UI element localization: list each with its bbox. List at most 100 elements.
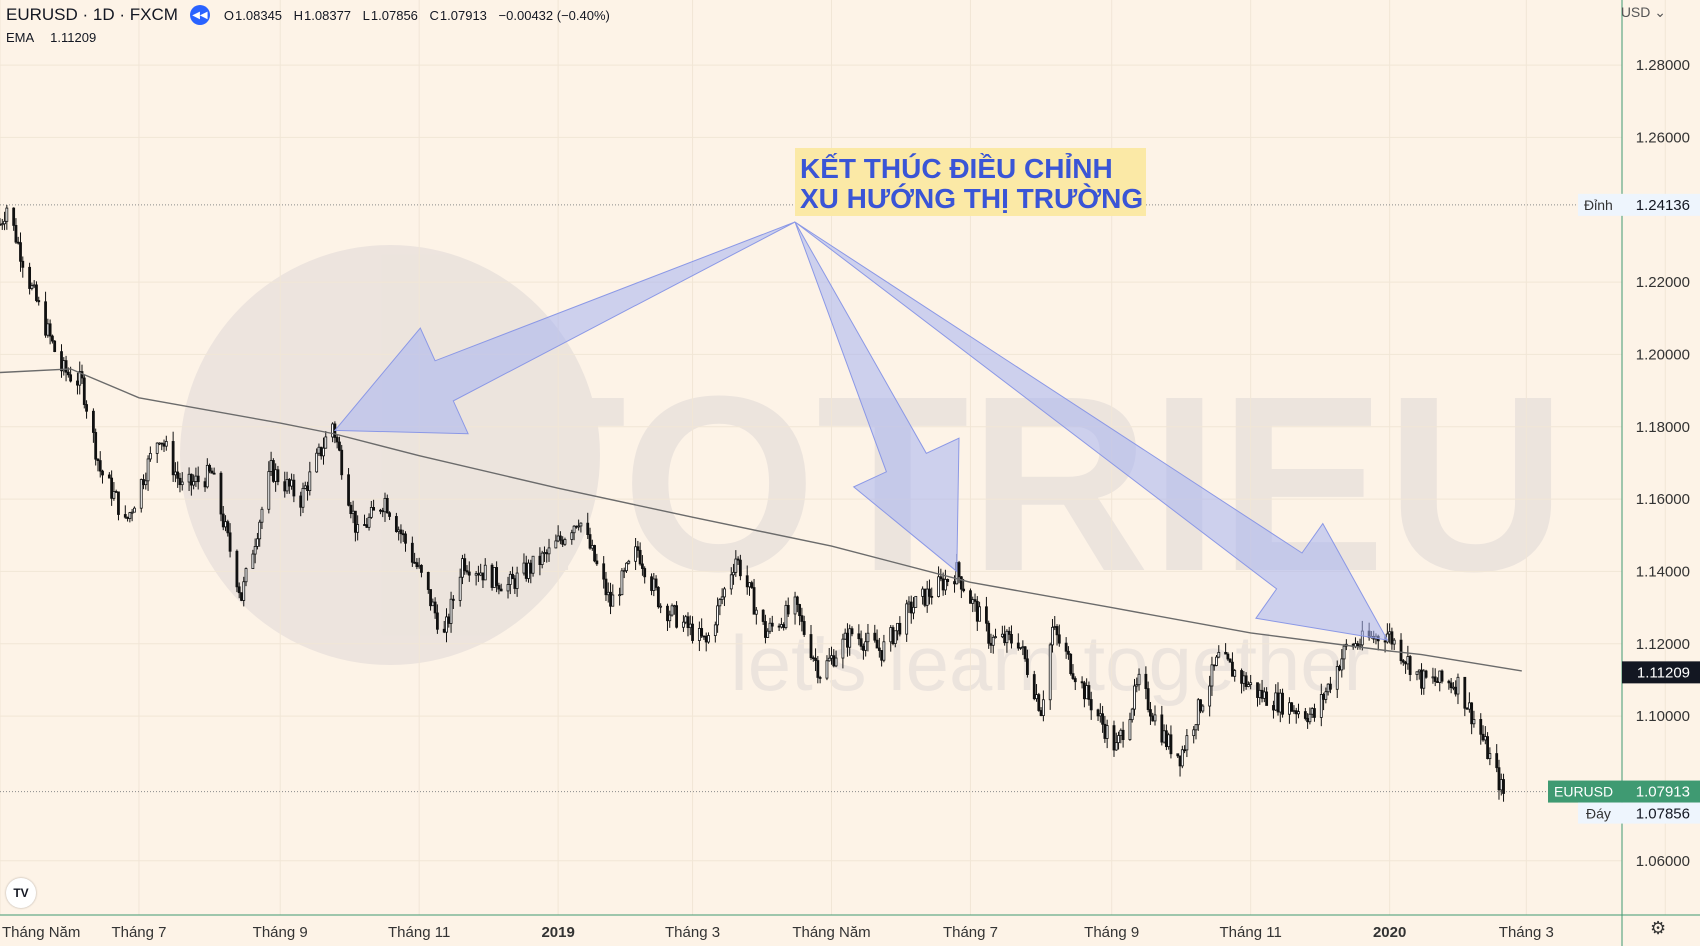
- candle-body: [483, 564, 487, 581]
- candle-body: [271, 460, 275, 482]
- candle-body: [989, 642, 993, 646]
- time-tick-label: 2019: [541, 924, 574, 941]
- candle-body: [1240, 670, 1243, 684]
- candle-body: [506, 584, 510, 592]
- candle-body: [1390, 631, 1394, 645]
- candle-body: [524, 562, 528, 579]
- candle-body: [1039, 710, 1043, 716]
- candle-body: [1340, 658, 1344, 671]
- time-tick-label: Tháng 3: [1499, 924, 1554, 941]
- candle-body: [688, 623, 692, 629]
- candle-body: [492, 567, 496, 588]
- candle-body: [98, 460, 102, 472]
- candle-body: [912, 606, 915, 614]
- candle-body: [973, 599, 977, 602]
- candle-body: [556, 535, 560, 542]
- candle-body: [283, 481, 287, 492]
- candle-body: [1162, 730, 1166, 743]
- candle-body: [351, 510, 355, 515]
- ema-legend[interactable]: EMA 1.11209: [6, 30, 112, 45]
- currency-selector[interactable]: USD ⌄: [1621, 4, 1666, 21]
- candle-body: [146, 458, 150, 482]
- candle-body: [590, 545, 594, 549]
- candle-body: [476, 573, 480, 576]
- candle-body: [1499, 779, 1503, 791]
- close-label: C: [429, 7, 439, 23]
- candle-body: [319, 446, 323, 457]
- candle-body: [1212, 664, 1216, 667]
- symbol-label[interactable]: EURUSD · 1D · FXCM: [6, 5, 178, 24]
- candle-body: [975, 600, 979, 622]
- candle-body: [732, 571, 735, 576]
- candle-body: [593, 545, 596, 562]
- candle-body: [130, 511, 134, 514]
- candle-body: [843, 632, 847, 640]
- candle-body: [622, 570, 626, 573]
- candle-body: [1358, 644, 1362, 647]
- candle-body: [991, 636, 995, 646]
- candle-body: [786, 604, 790, 615]
- candle-body: [531, 555, 535, 574]
- candle-body: [1144, 673, 1148, 689]
- candle-body: [691, 623, 694, 641]
- candle-body: [527, 562, 530, 579]
- candle-body: [1016, 642, 1020, 649]
- low-level-value: 1.07856: [1636, 806, 1690, 823]
- candle-body: [367, 516, 371, 528]
- candle-body: [1404, 661, 1407, 665]
- candle-body: [620, 570, 624, 596]
- candle-body: [467, 571, 471, 576]
- candle-body: [827, 657, 831, 662]
- candle-body: [909, 601, 913, 614]
- candle-body: [577, 525, 581, 528]
- candle-body: [574, 525, 578, 528]
- candle-body: [1080, 681, 1084, 684]
- candle-body: [941, 578, 945, 591]
- candle-body: [160, 442, 164, 445]
- candle-body: [385, 497, 389, 514]
- candle-body: [606, 591, 610, 596]
- candle-body: [1287, 702, 1291, 715]
- candle-body: [723, 588, 726, 598]
- candle-body: [1007, 630, 1011, 635]
- candle-body: [338, 441, 341, 451]
- tradingview-logo-icon[interactable]: TV: [6, 878, 36, 908]
- candle-body: [1003, 633, 1007, 644]
- candle-body: [543, 552, 546, 554]
- replay-icon[interactable]: ◀◀: [189, 5, 210, 25]
- candle-body: [1242, 675, 1246, 684]
- candle-body: [864, 641, 868, 651]
- candle-body: [1308, 713, 1312, 723]
- candle-body: [716, 605, 719, 626]
- candle-body: [905, 603, 909, 635]
- candle-body: [1180, 749, 1184, 767]
- candle-body: [962, 588, 966, 592]
- price-tick-label: 1.16000: [1636, 491, 1690, 508]
- candle-body: [347, 474, 350, 506]
- settings-gear-icon[interactable]: ⚙: [1650, 918, 1667, 938]
- candle-body: [682, 621, 685, 628]
- candle-body: [994, 636, 997, 639]
- candle-body: [399, 529, 403, 535]
- candle-body: [1260, 689, 1264, 699]
- candle-body: [144, 480, 148, 486]
- candle-body: [1069, 653, 1073, 675]
- time-tick-label: Tháng 11: [388, 924, 450, 941]
- candle-body: [1160, 714, 1164, 743]
- candle-body: [939, 576, 943, 580]
- candle-body: [415, 562, 419, 568]
- candle-body: [30, 285, 34, 289]
- candle-body: [1201, 705, 1205, 712]
- candle-body: [1249, 682, 1253, 685]
- candle-body: [1164, 730, 1168, 748]
- candle-body: [720, 596, 724, 600]
- candle-body: [809, 634, 813, 659]
- candle-body: [1310, 708, 1314, 715]
- candle-body: [779, 624, 783, 628]
- candle-body: [795, 596, 799, 605]
- candle-body: [588, 534, 592, 549]
- candle-body: [417, 564, 421, 568]
- candle-body: [1276, 692, 1280, 713]
- candle-body: [1408, 656, 1412, 675]
